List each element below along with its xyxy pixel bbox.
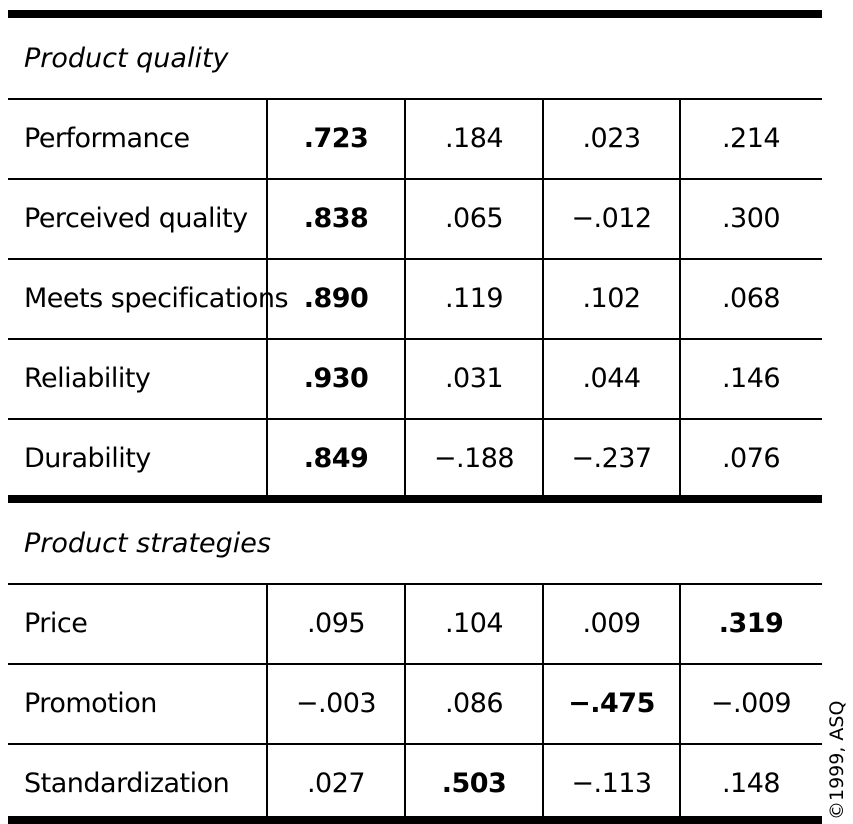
- column-rule: [266, 663, 268, 743]
- column-rule: [404, 418, 406, 498]
- cell-value: .723: [303, 122, 369, 154]
- column-rule: [542, 418, 544, 498]
- cell-value: .214: [721, 122, 781, 154]
- row-label: Promotion: [24, 687, 157, 719]
- cell-value: .146: [721, 362, 781, 394]
- row-rule: [8, 418, 822, 420]
- column-rule: [679, 743, 681, 823]
- column-rule: [404, 98, 406, 178]
- row-label: Price: [24, 607, 88, 639]
- column-rule: [404, 663, 406, 743]
- column-rule: [266, 583, 268, 663]
- column-rule: [542, 663, 544, 743]
- column-rule: [542, 743, 544, 823]
- column-rule: [404, 583, 406, 663]
- cell-value: .009: [582, 607, 641, 639]
- column-rule: [542, 258, 544, 338]
- section-title: Product strategies: [24, 527, 271, 559]
- row-rule: [8, 583, 822, 585]
- cell-value: .503: [441, 767, 507, 799]
- cell-value: −.113: [571, 767, 652, 799]
- cell-value: .930: [303, 362, 369, 394]
- cell-value: −.009: [710, 687, 792, 719]
- cell-value: −.475: [568, 687, 655, 719]
- cell-value: .184: [444, 122, 504, 154]
- row-label: Perceived quality: [24, 202, 248, 234]
- cell-value: .148: [721, 767, 781, 799]
- column-rule: [679, 258, 681, 338]
- row-rule: [8, 663, 822, 665]
- column-rule: [266, 743, 268, 823]
- column-rule: [266, 178, 268, 258]
- column-rule: [679, 98, 681, 178]
- cell-value: .104: [444, 607, 504, 639]
- cell-value: .023: [582, 122, 641, 154]
- row-label: Reliability: [24, 362, 151, 394]
- cell-value: −.237: [571, 442, 652, 474]
- column-rule: [404, 338, 406, 418]
- cell-value: .095: [306, 607, 366, 639]
- column-rule: [266, 338, 268, 418]
- cell-value: −.003: [295, 687, 377, 719]
- row-rule: [8, 98, 822, 100]
- cell-value: .838: [303, 202, 369, 234]
- cell-value: −.188: [433, 442, 515, 474]
- row-label: Performance: [24, 122, 190, 154]
- cell-value: −.012: [571, 202, 652, 234]
- cell-value: .890: [303, 282, 369, 314]
- column-rule: [266, 418, 268, 498]
- cell-value: .849: [303, 442, 369, 474]
- cell-value: .027: [306, 767, 366, 799]
- column-rule: [266, 98, 268, 178]
- thick-rule: [8, 495, 822, 503]
- cell-value: .086: [444, 687, 504, 719]
- thick-rule: [8, 10, 822, 18]
- row-label: Durability: [24, 442, 151, 474]
- column-rule: [404, 743, 406, 823]
- column-rule: [542, 178, 544, 258]
- cell-value: .031: [444, 362, 504, 394]
- copyright: ©1999, ASQ: [826, 700, 848, 820]
- cell-value: .102: [582, 282, 641, 314]
- column-rule: [679, 663, 681, 743]
- column-rule: [679, 418, 681, 498]
- column-rule: [679, 583, 681, 663]
- cell-value: .319: [718, 607, 784, 639]
- row-rule: [8, 338, 822, 340]
- cell-value: .065: [444, 202, 504, 234]
- row-rule: [8, 743, 822, 745]
- column-rule: [679, 178, 681, 258]
- column-rule: [404, 178, 406, 258]
- row-rule: [8, 258, 822, 260]
- column-rule: [266, 258, 268, 338]
- cell-value: .076: [721, 442, 781, 474]
- column-rule: [679, 338, 681, 418]
- row-label: Standardization: [24, 767, 230, 799]
- row-rule: [8, 178, 822, 180]
- cell-value: .119: [444, 282, 504, 314]
- cell-value: .044: [582, 362, 641, 394]
- cell-value: .068: [721, 282, 781, 314]
- column-rule: [404, 258, 406, 338]
- row-label: Meets specifications: [24, 282, 289, 314]
- column-rule: [542, 338, 544, 418]
- column-rule: [542, 98, 544, 178]
- column-rule: [542, 583, 544, 663]
- thick-rule: [8, 816, 822, 824]
- section-title: Product quality: [24, 42, 229, 74]
- cell-value: .300: [721, 202, 781, 234]
